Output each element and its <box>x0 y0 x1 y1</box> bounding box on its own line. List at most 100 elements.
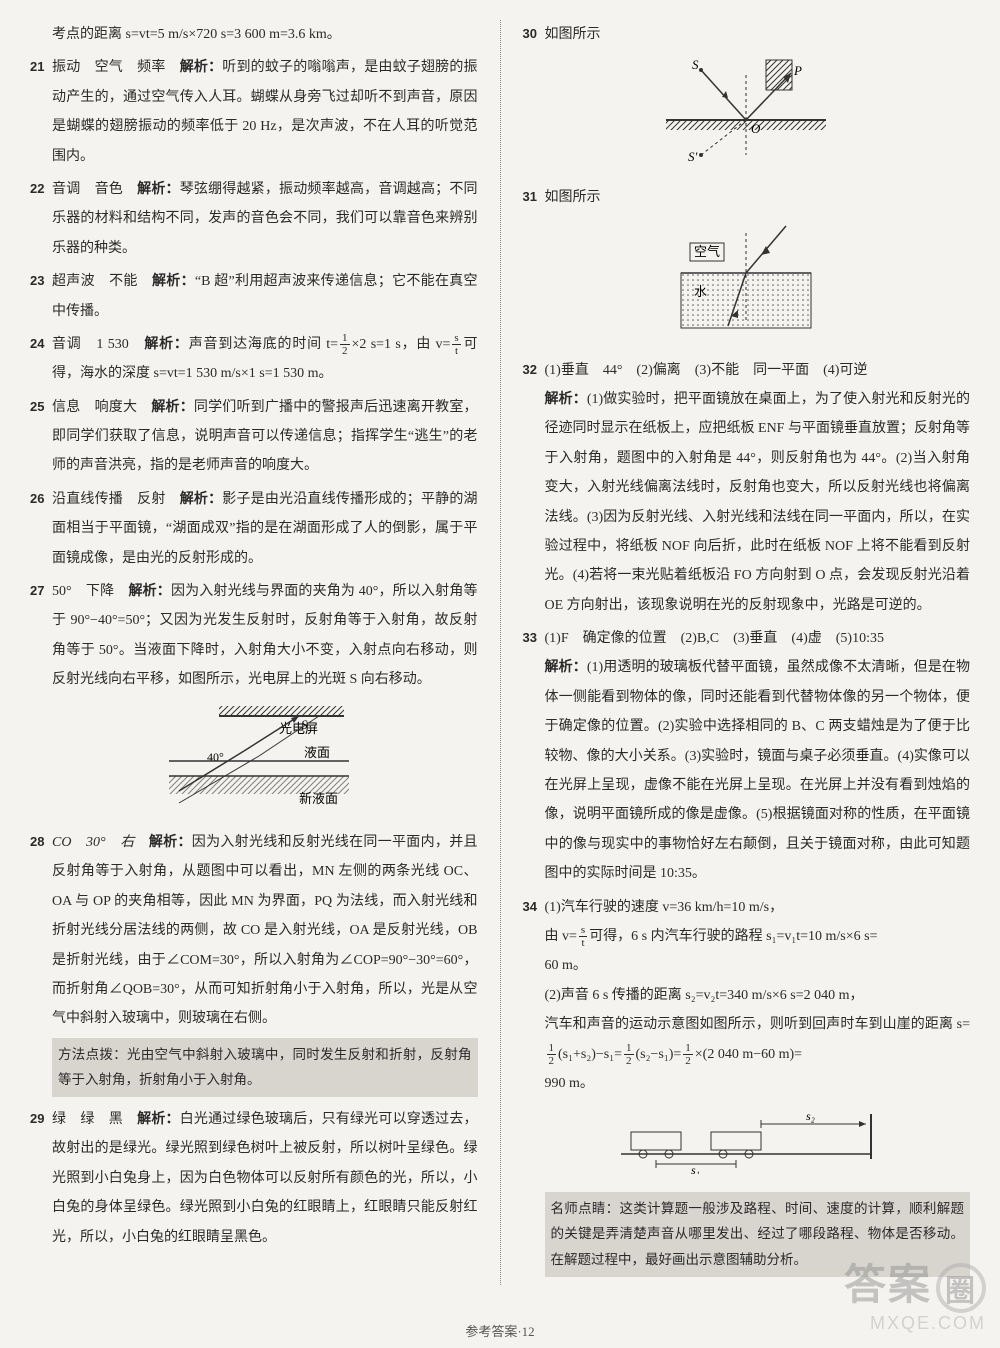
q24-label: 解析： <box>144 337 188 352</box>
left-column: 考点的距离 s=vt=5 m/s×720 s=3 600 m=3.6 km。 2… <box>30 20 478 1285</box>
q24: 24 音调 1 530 解析：声音到达海底的时间 t=12×2 s=1 s，由 … <box>30 330 478 389</box>
fig30-S: S <box>692 57 699 72</box>
frac-d: 2 <box>624 1055 634 1067</box>
q21: 21 振动 空气 频率 解析：听到的蚊子的嗡嗡声，是由蚊子翅膀的振动产生的，通过… <box>30 53 478 171</box>
q34-m3: ×(2 040 m−60 m)= <box>695 1047 802 1062</box>
q34-num: 34 <box>523 893 537 920</box>
frac-d: 2 <box>683 1055 693 1067</box>
frac-d: t <box>452 345 460 357</box>
q24-num: 24 <box>30 330 44 357</box>
q27-text: 因为入射光线与界面的夹角为 40°，所以入射角等于 90°−40°=50°；又因… <box>52 584 478 687</box>
frac-n: 1 <box>547 1042 557 1055</box>
q34-l6: 990 m。 <box>545 1076 594 1091</box>
q21-num: 21 <box>30 53 44 80</box>
q27-num: 27 <box>30 577 44 604</box>
q25-num: 25 <box>30 393 44 420</box>
tip28: 方法点拨：光由空气中斜射入玻璃中，同时发生反射和折射，反射角等于入射角，折射角小… <box>52 1038 478 1097</box>
fig31-water: 水 <box>694 284 707 299</box>
fig34-s2: s₂ <box>806 1109 815 1123</box>
q24-p2: ×2 s=1 s，由 v= <box>352 337 451 352</box>
fig27-svg: 光电屏 S 40° 液面 新液面 <box>149 701 359 811</box>
q34: 34 (1)汽车行驶的速度 v=36 km/h=10 m/s， 由 v=st可得… <box>523 893 971 1099</box>
q32-ans: (1)垂直 44° (2)偏离 (3)不能 同一平面 (4)可逆 <box>545 363 868 378</box>
q26-ans: 沿直线传播 反射 <box>52 492 180 507</box>
fig30-Si: S′ <box>688 149 698 164</box>
q23-label: 解析： <box>152 274 195 289</box>
fig31: 空气 水 <box>523 218 971 349</box>
fig34: s₁ s₂ <box>523 1104 971 1185</box>
q22-num: 22 <box>30 175 44 202</box>
q34-m1: (s₁+s₂)−s₁= <box>558 1047 622 1062</box>
frac-n: 1 <box>683 1042 693 1055</box>
q34-l1: (1)汽车行驶的速度 v=36 km/h=10 m/s， <box>545 900 784 915</box>
q24-p1: 声音到达海底的时间 t= <box>189 337 338 352</box>
watermark: 答案圈 MXQE.COM <box>844 1251 986 1334</box>
q29-label: 解析： <box>137 1112 180 1127</box>
frac-n: 1 <box>340 332 350 345</box>
q33-text: (1)用透明的玻璃板代替平面镜，虽然成像不太清晰，但是在物体一侧能看到物体的像，… <box>545 660 971 881</box>
q27-ans: 50° 下降 <box>52 584 128 599</box>
q34-l2b: 可得，6 s 内汽车行驶的路程 s₁=v₁t=10 m/s×6 s= <box>589 929 877 944</box>
q26: 26 沿直线传播 反射 解析：影子是由光沿直线传播形成的；平静的湖面相当于平面镜… <box>30 485 478 573</box>
q33: 33 (1)F 确定像的位置 (2)B,C (3)垂直 (4)虚 (5)10:3… <box>523 624 971 889</box>
q29-text: 白光通过绿色玻璃后，只有绿光可以穿透过去，故射出的是绿光。绿光照到绿色树叶上被反… <box>52 1112 478 1245</box>
q22: 22 音调 音色 解析：琴弦绷得越紧，振动频率越高，音调越高；不同乐器的材料和结… <box>30 175 478 263</box>
q33-num: 33 <box>523 624 537 651</box>
fig30-P: P <box>793 63 802 78</box>
q33-label: 解析： <box>545 660 587 675</box>
q24-frac1: 12 <box>340 332 350 357</box>
frac-d: 2 <box>340 345 350 357</box>
q20-text: 考点的距离 s=vt=5 m/s×720 s=3 600 m=3.6 km。 <box>52 27 341 42</box>
fig27: 光电屏 S 40° 液面 新液面 <box>30 701 478 822</box>
frac-n: 1 <box>624 1042 634 1055</box>
q25: 25 信息 响度大 解析：同学们听到广播中的警报声后迅速离开教室，即同学们获取了… <box>30 393 478 481</box>
q34-m2: (s₂−s₁)= <box>636 1047 682 1062</box>
q22-label: 解析： <box>137 182 180 197</box>
q33-ans: (1)F 确定像的位置 (2)B,C (3)垂直 (4)虚 (5)10:35 <box>545 631 884 646</box>
page: 考点的距离 s=vt=5 m/s×720 s=3 600 m=3.6 km。 2… <box>0 0 1000 1345</box>
fig30-O: O <box>751 121 761 136</box>
q28-label: 解析： <box>149 835 192 850</box>
q23-ans: 超声波 不能 <box>52 274 152 289</box>
fig30: S P O S′ <box>523 55 971 176</box>
q29-num: 29 <box>30 1105 44 1132</box>
watermark-a: 答案 <box>844 1261 932 1308</box>
q32: 32 (1)垂直 44° (2)偏离 (3)不能 同一平面 (4)可逆 解析：(… <box>523 356 971 621</box>
column-divider <box>500 20 501 1285</box>
frac-d: t <box>579 937 587 949</box>
q30: 30 如图所示 <box>523 20 971 49</box>
watermark-ring-icon: 圈 <box>936 1263 986 1313</box>
q20-tail: 考点的距离 s=vt=5 m/s×720 s=3 600 m=3.6 km。 <box>30 20 478 49</box>
q32-num: 32 <box>523 356 537 383</box>
q34-l4: (2)声音 6 s 传播的距离 s₂=v₂t=340 m/s×6 s=2 040… <box>545 988 864 1003</box>
q27: 27 50° 下降 解析：因为入射光线与界面的夹角为 40°，所以入射角等于 9… <box>30 577 478 695</box>
q28-text: 因为入射光线和反射光线在同一平面内，并且反射角等于入射角，从题图中可以看出，MN… <box>52 835 478 1026</box>
q32-label: 解析： <box>545 392 587 407</box>
q34-fr1: 12 <box>547 1042 557 1067</box>
q34-frac: st <box>579 924 587 949</box>
q24-ans: 音调 1 530 <box>52 337 144 352</box>
q31-text: 如图所示 <box>545 190 601 205</box>
watermark-url: MXQE.COM <box>844 1313 986 1334</box>
q34-l2a: 由 v= <box>545 929 577 944</box>
q27-label: 解析： <box>128 584 171 599</box>
fig31-svg: 空气 水 <box>666 218 826 338</box>
fig27-newsurface: 新液面 <box>299 791 338 806</box>
q30-num: 30 <box>523 20 537 47</box>
fig30-svg: S P O S′ <box>656 55 836 165</box>
q25-ans: 信息 响度大 <box>52 400 151 415</box>
q21-text: 听到的蚊子的嗡嗡声，是由蚊子翅膀的振动产生的，通过空气传入人耳。蝴蝶从身旁飞过却… <box>52 60 478 163</box>
q34-fr3: 12 <box>683 1042 693 1067</box>
frac-n: s <box>579 924 587 937</box>
fig27-screen-label: 光电屏 <box>279 721 318 736</box>
right-column: 30 如图所示 S <box>523 20 971 1285</box>
q32-text: (1)做实验时，把平面镜放在桌面上，为了使入射光和反射光的径迹同时显示在纸板上，… <box>545 392 971 613</box>
q22-ans: 音调 音色 <box>52 182 137 197</box>
q25-label: 解析： <box>151 400 194 415</box>
fig27-angle: 40° <box>207 750 224 764</box>
q29: 29 绿 绿 黑 解析：白光通过绿色玻璃后，只有绿光可以穿透过去，故射出的是绿光… <box>30 1105 478 1252</box>
fig27-surface: 液面 <box>304 745 330 760</box>
frac-n: s <box>452 332 460 345</box>
q21-label: 解析： <box>180 60 223 75</box>
frac-d: 2 <box>547 1055 557 1067</box>
